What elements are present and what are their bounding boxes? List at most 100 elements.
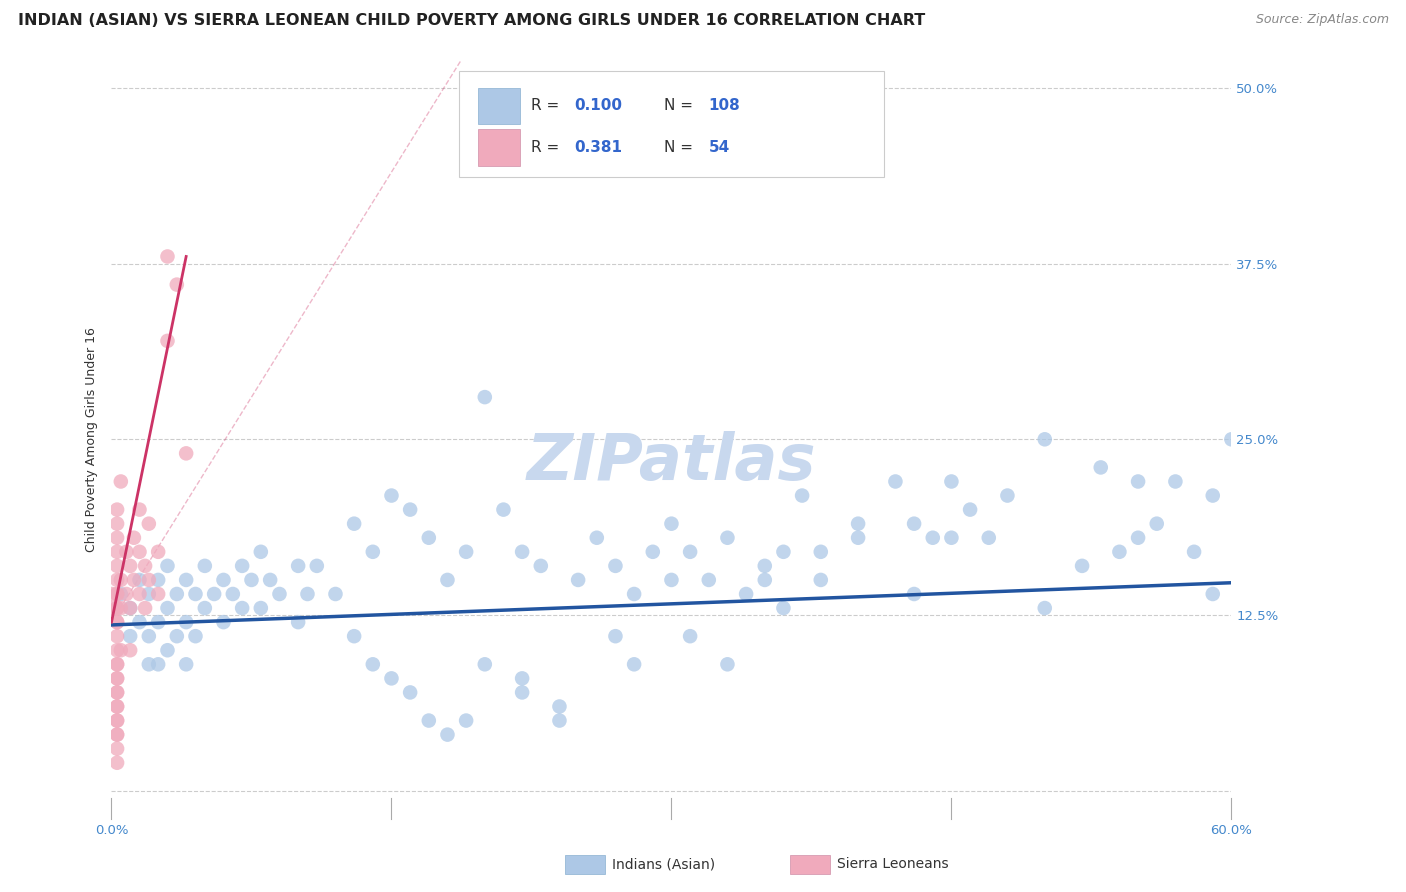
Point	[1090, 460, 1112, 475]
Point	[105, 587, 128, 601]
Point	[1202, 587, 1225, 601]
Point	[1071, 558, 1094, 573]
Point	[641, 545, 664, 559]
Point	[105, 545, 128, 559]
Point	[222, 587, 245, 601]
Point	[846, 516, 869, 531]
Point	[1033, 432, 1056, 446]
Point	[380, 489, 402, 503]
Point	[184, 629, 207, 643]
Text: 54: 54	[709, 140, 730, 155]
Point	[146, 545, 169, 559]
Point	[623, 657, 645, 672]
Point	[361, 545, 384, 559]
Point	[174, 657, 197, 672]
Point	[105, 516, 128, 531]
Point	[380, 672, 402, 686]
Point	[259, 573, 281, 587]
Point	[120, 643, 142, 657]
Point	[110, 573, 132, 587]
Point	[287, 615, 309, 629]
Point	[105, 573, 128, 587]
Point	[212, 615, 235, 629]
Point	[202, 587, 225, 601]
Point	[250, 601, 273, 615]
Point	[110, 643, 132, 657]
Point	[156, 643, 179, 657]
Point	[120, 558, 142, 573]
Point	[115, 545, 138, 559]
Point	[138, 516, 160, 531]
Point	[146, 573, 169, 587]
Point	[903, 587, 925, 601]
Point	[166, 587, 188, 601]
FancyBboxPatch shape	[478, 87, 520, 124]
Point	[661, 573, 683, 587]
Text: N =: N =	[664, 140, 697, 155]
Point	[790, 489, 813, 503]
Point	[997, 489, 1019, 503]
Point	[772, 601, 794, 615]
Point	[105, 629, 128, 643]
Point	[110, 475, 132, 489]
Point	[105, 615, 128, 629]
Point	[105, 657, 128, 672]
Point	[716, 531, 738, 545]
Point	[1146, 516, 1168, 531]
Point	[903, 516, 925, 531]
Point	[194, 601, 217, 615]
Point	[174, 573, 197, 587]
Text: N =: N =	[664, 98, 697, 113]
Point	[105, 502, 128, 516]
Point	[754, 573, 776, 587]
Text: R =: R =	[531, 140, 565, 155]
Point	[105, 558, 128, 573]
Point	[436, 573, 458, 587]
Point	[156, 334, 179, 348]
Point	[231, 601, 253, 615]
Point	[530, 558, 553, 573]
Y-axis label: Child Poverty Among Girls Under 16: Child Poverty Among Girls Under 16	[86, 326, 98, 552]
Point	[184, 587, 207, 601]
Point	[146, 615, 169, 629]
Point	[110, 587, 132, 601]
Point	[343, 629, 366, 643]
Point	[128, 573, 150, 587]
Point	[105, 741, 128, 756]
Point	[1033, 601, 1056, 615]
Point	[138, 629, 160, 643]
Point	[105, 657, 128, 672]
Point	[1164, 475, 1187, 489]
Point	[156, 558, 179, 573]
Point	[810, 573, 832, 587]
Point	[548, 714, 571, 728]
Point	[120, 629, 142, 643]
Point	[105, 699, 128, 714]
Text: INDIAN (ASIAN) VS SIERRA LEONEAN CHILD POVERTY AMONG GIRLS UNDER 16 CORRELATION : INDIAN (ASIAN) VS SIERRA LEONEAN CHILD P…	[18, 13, 925, 29]
Point	[305, 558, 328, 573]
Point	[1220, 432, 1243, 446]
Text: R =: R =	[531, 98, 565, 113]
Point	[120, 601, 142, 615]
Point	[105, 714, 128, 728]
Point	[510, 685, 533, 699]
Point	[754, 558, 776, 573]
Point	[105, 685, 128, 699]
Point	[128, 502, 150, 516]
Point	[105, 643, 128, 657]
Point	[240, 573, 263, 587]
Point	[105, 601, 128, 615]
Point	[122, 531, 145, 545]
Point	[1126, 475, 1149, 489]
Point	[105, 756, 128, 770]
Point	[418, 531, 440, 545]
Point	[585, 531, 607, 545]
Text: ZIPatlas: ZIPatlas	[527, 431, 817, 493]
Text: 0.100: 0.100	[574, 98, 621, 113]
Point	[138, 587, 160, 601]
Point	[287, 558, 309, 573]
Text: Source: ZipAtlas.com: Source: ZipAtlas.com	[1256, 13, 1389, 27]
Point	[105, 714, 128, 728]
Point	[361, 657, 384, 672]
Point	[146, 657, 169, 672]
